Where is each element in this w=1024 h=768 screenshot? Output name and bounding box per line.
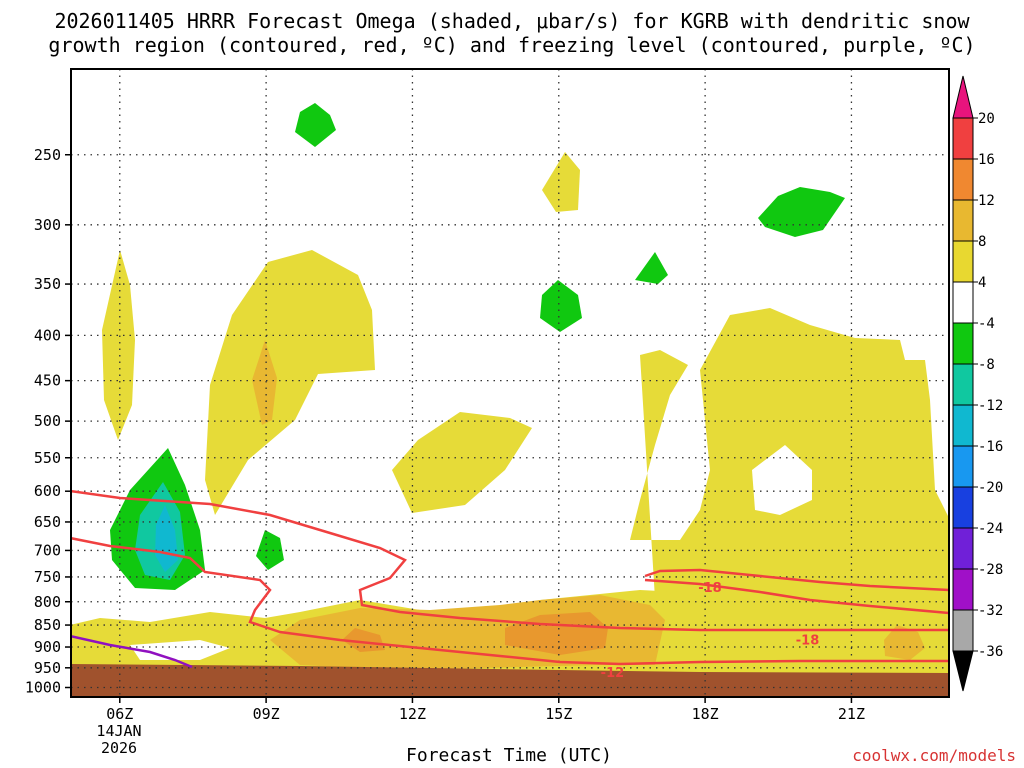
x-tick-label: 15Z <box>545 705 572 723</box>
colorbar-tick-label: -4 <box>978 316 995 332</box>
colorbar-tick-label: -12 <box>978 398 1003 414</box>
y-tick-label: 450 <box>34 372 61 390</box>
plot-frame <box>70 68 950 698</box>
y-tick-label: 500 <box>34 412 61 430</box>
y-tick-label: 900 <box>34 638 61 656</box>
colorbar-tick-label: -16 <box>978 439 1003 455</box>
colorbar-segment <box>952 281 974 324</box>
y-axis: 250 300 350 400 450 500 550 600 650 700 750 800 850 9… <box>25 146 71 697</box>
y-tick-label: 550 <box>34 449 61 467</box>
omega-green-region <box>540 280 582 332</box>
colorbar: 20 16 12 8 4 -4 -8 -12 -16 -20 -24 -28 -32 -36 <box>952 75 1003 692</box>
y-tick-label: 300 <box>34 216 61 234</box>
colorbar-segment <box>952 158 974 201</box>
colorbar-tick-label: -24 <box>978 521 1003 537</box>
dgz-isotherm-line <box>71 489 949 632</box>
omega-field <box>71 103 949 697</box>
colorbar-tick-label: -8 <box>978 357 995 373</box>
y-tick-label: 350 <box>34 275 61 293</box>
x-tick-label: 12Z <box>399 705 426 723</box>
y-tick-label: 250 <box>34 146 61 164</box>
omega-yellow-region <box>205 250 375 515</box>
y-tick-label: 850 <box>34 616 61 634</box>
colorbar-segment <box>952 445 974 488</box>
omega-orange-region <box>252 340 277 425</box>
grid-lines <box>71 69 949 697</box>
x-axis: 06Z 09Z 12Z 15Z 18Z 21Z <box>106 697 865 723</box>
colorbar-tick-label: -20 <box>978 480 1003 496</box>
contour-labels: -18 -18 -12 <box>601 581 820 681</box>
omega-yellow-region <box>752 445 812 515</box>
omega-yellow-region <box>542 152 580 212</box>
y-tick-label: 750 <box>34 568 61 586</box>
x-tick-label: 09Z <box>253 705 280 723</box>
colorbar-tick-label: 8 <box>978 234 986 250</box>
colorbar-tick-label: 20 <box>978 111 995 127</box>
colorbar-segment <box>952 199 974 242</box>
omega-neutral-sliver <box>130 640 230 660</box>
x-tick-label: 06Z <box>106 705 133 723</box>
colorbar-segment <box>952 404 974 447</box>
ground-surface <box>71 664 949 697</box>
chart-title-line-1: 2026011405 HRRR Forecast Omega (shaded, … <box>54 9 970 33</box>
colorbar-tick-label: 16 <box>978 152 995 168</box>
colorbar-tick-label: -28 <box>978 562 1003 578</box>
colorbar-segment <box>952 363 974 406</box>
colorbar-tick-label: -32 <box>978 603 1003 619</box>
colorbar-tick-label: 4 <box>978 275 986 291</box>
colorbar-tick-label: -36 <box>978 644 1003 660</box>
colorbar-segment <box>952 322 974 365</box>
x-tick-label: 21Z <box>838 705 865 723</box>
x-axis-label: Forecast Time (UTC) <box>406 745 612 766</box>
omega-dark-orange-region <box>342 628 385 652</box>
date-label-year: 2026 <box>100 739 138 757</box>
omega-green-region <box>256 530 284 570</box>
chart-title-line-2: growth region (contoured, red, ºC) and f… <box>48 33 976 57</box>
colorbar-segment <box>952 527 974 570</box>
colorbar-segment <box>952 240 974 283</box>
date-label-day: 14JAN <box>96 722 142 740</box>
omega-green-region <box>758 187 845 237</box>
contour-label: -18 <box>698 581 722 596</box>
omega-yellow-region <box>392 412 532 513</box>
colorbar-segment <box>952 486 974 529</box>
omega-orange-region <box>884 625 925 660</box>
credit-link[interactable]: coolwx.com/models <box>852 746 1016 765</box>
contour-label: -12 <box>601 666 625 681</box>
dgz-isotherm-line <box>644 578 949 615</box>
omega-green-region <box>295 103 336 147</box>
y-tick-label: 400 <box>34 326 61 344</box>
y-tick-label: 650 <box>34 513 61 531</box>
y-tick-label: 600 <box>34 482 61 500</box>
colorbar-segment-bottom <box>952 650 974 692</box>
dgz-isotherm-line <box>71 536 949 666</box>
omega-green-region <box>635 252 668 284</box>
y-tick-label: 1000 <box>25 679 61 697</box>
x-tick-label: 18Z <box>692 705 719 723</box>
y-tick-label: 700 <box>34 541 61 559</box>
colorbar-segment-top <box>952 75 974 119</box>
y-tick-label: 950 <box>34 659 61 677</box>
contour-label: -18 <box>796 633 820 648</box>
omega-yellow-region <box>102 250 135 440</box>
colorbar-tick-label: 12 <box>978 193 995 209</box>
freezing-level-line <box>71 634 193 669</box>
contours <box>71 489 949 669</box>
colorbar-segment <box>952 609 974 652</box>
colorbar-segment <box>952 117 974 160</box>
y-tick-label: 800 <box>34 593 61 611</box>
dgz-isotherm-line <box>644 568 949 592</box>
colorbar-segment <box>952 568 974 611</box>
